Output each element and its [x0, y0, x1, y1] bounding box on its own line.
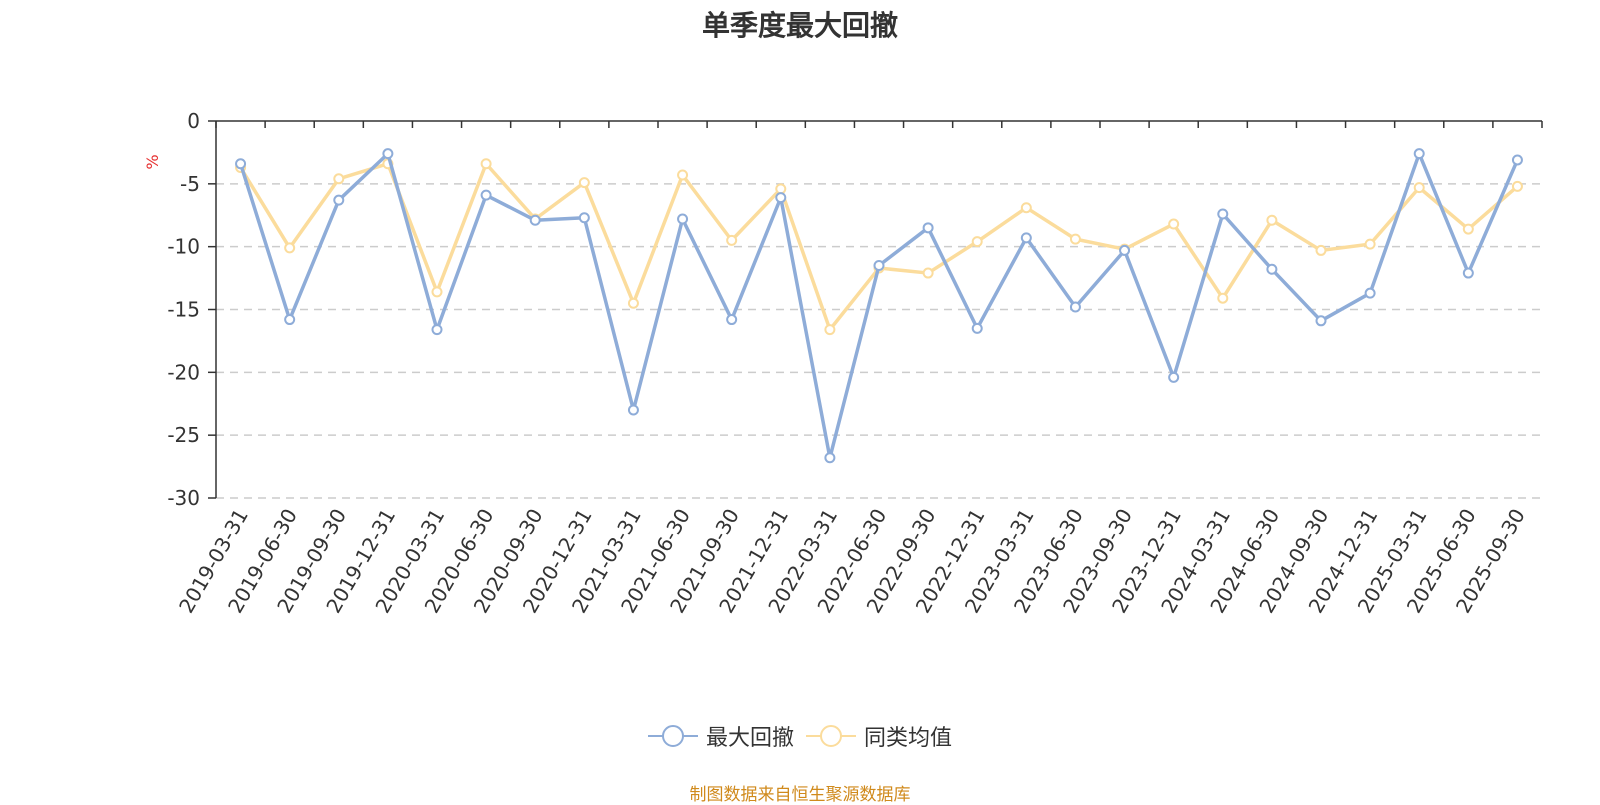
data-point-peer-average	[1315, 244, 1327, 256]
data-point-max-drawdown	[873, 260, 885, 272]
series-lines	[235, 148, 1523, 464]
data-point-peer-average	[1462, 223, 1474, 235]
y-axis-unit-label: %	[143, 154, 162, 169]
y-tick-label: -15	[167, 298, 200, 322]
data-point-max-drawdown	[578, 212, 590, 224]
data-point-peer-average	[922, 267, 934, 279]
data-point-peer-average	[627, 297, 639, 309]
data-point-peer-average	[1020, 202, 1032, 214]
data-point-max-drawdown	[726, 314, 738, 326]
data-point-peer-average	[431, 286, 443, 298]
data-point-max-drawdown	[1020, 232, 1032, 244]
data-point-peer-average	[1511, 180, 1523, 192]
y-tick-label: -30	[167, 486, 200, 510]
legend-marker-max-drawdown-icon	[647, 725, 698, 747]
data-point-max-drawdown	[824, 452, 836, 464]
data-point-max-drawdown	[1364, 287, 1376, 299]
data-point-max-drawdown	[1511, 154, 1523, 166]
series-line-max-drawdown	[238, 151, 1520, 460]
data-point-peer-average	[726, 234, 738, 246]
legend-marker-peer-average-icon	[806, 725, 856, 747]
data-point-peer-average	[480, 158, 492, 170]
data-point-max-drawdown	[922, 222, 934, 234]
data-point-max-drawdown	[1069, 301, 1081, 313]
data-point-max-drawdown	[971, 322, 983, 334]
data-point-max-drawdown	[235, 158, 247, 170]
y-tick-label: 0	[187, 109, 200, 133]
data-point-max-drawdown	[1217, 208, 1229, 220]
data-point-peer-average	[824, 324, 836, 336]
data-point-max-drawdown	[775, 192, 787, 204]
axes	[208, 120, 1543, 499]
data-point-max-drawdown	[1462, 267, 1474, 279]
chart-title: 单季度最大回撤	[701, 9, 898, 42]
data-point-peer-average	[971, 236, 983, 248]
data-point-max-drawdown	[1315, 315, 1327, 327]
data-point-max-drawdown	[627, 404, 639, 416]
data-point-max-drawdown	[529, 214, 541, 226]
grid-lines	[216, 183, 1542, 499]
data-point-peer-average	[1168, 218, 1180, 230]
source-note: 制图数据来自恒生聚源数据库	[689, 785, 911, 805]
y-tick-label: -10	[167, 235, 200, 259]
data-point-max-drawdown	[284, 314, 296, 326]
data-point-peer-average	[578, 177, 590, 189]
data-point-max-drawdown	[677, 213, 689, 225]
data-point-peer-average	[775, 183, 787, 195]
data-point-max-drawdown	[382, 148, 394, 160]
tick-labels: 0-5-10-15-20-25-30%2019-03-312019-06-302…	[143, 109, 1530, 617]
data-point-max-drawdown	[1266, 263, 1278, 275]
data-point-peer-average	[677, 169, 689, 181]
data-point-peer-average	[1217, 292, 1229, 304]
data-point-peer-average	[333, 173, 345, 185]
data-point-peer-average	[1069, 233, 1081, 245]
legend-label-max-drawdown: 最大回撤	[705, 726, 794, 751]
data-point-max-drawdown	[333, 194, 345, 206]
data-point-peer-average	[1364, 238, 1376, 250]
legend-item-max-drawdown[interactable]: 最大回撤	[647, 720, 794, 752]
data-point-peer-average	[1413, 182, 1425, 194]
data-point-peer-average	[1266, 214, 1278, 226]
data-point-max-drawdown	[1413, 148, 1425, 160]
data-point-max-drawdown	[1168, 371, 1180, 383]
data-point-max-drawdown	[480, 189, 492, 201]
legend-label-peer-average: 同类均值	[864, 726, 953, 751]
y-tick-label: -5	[180, 172, 200, 196]
legend-item-peer-average[interactable]: 同类均值	[806, 720, 952, 752]
data-point-max-drawdown	[431, 324, 443, 336]
legend: 最大回撤 同类均值	[0, 720, 1600, 752]
y-tick-label: -20	[167, 360, 200, 384]
data-point-peer-average	[284, 242, 296, 254]
data-point-max-drawdown	[1119, 244, 1131, 256]
y-tick-label: -25	[167, 423, 200, 447]
line-chart: 0-5-10-15-20-25-30%2019-03-312019-06-302…	[143, 109, 1543, 617]
